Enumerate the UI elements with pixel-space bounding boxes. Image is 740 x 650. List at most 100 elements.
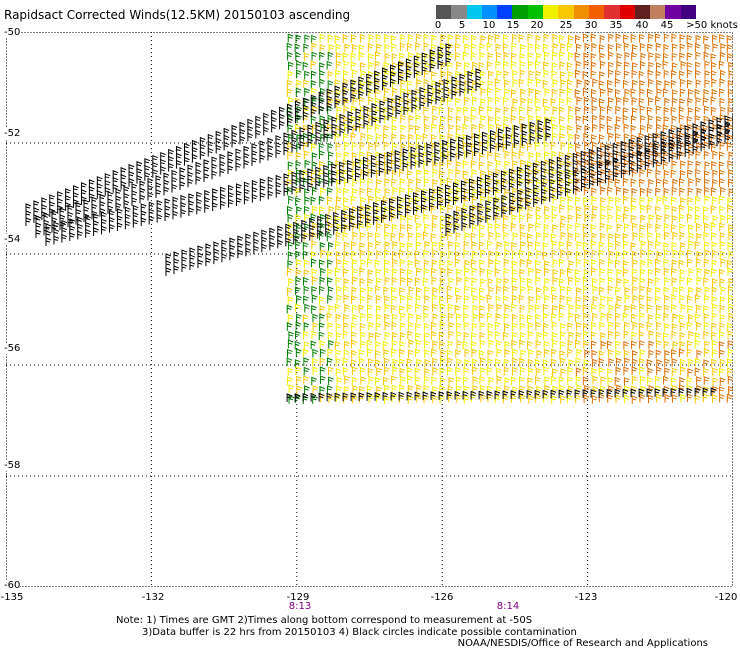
wind-barb: [439, 223, 446, 233]
wind-barb: [606, 224, 613, 233]
wind-barb: [368, 358, 374, 367]
wind-barb: [363, 112, 370, 122]
wind-barb: [606, 388, 613, 398]
wind-barb: [549, 178, 555, 188]
wind-barb: [139, 187, 146, 197]
wind-barb: [319, 62, 325, 71]
wind-barb: [583, 312, 589, 322]
wind-barb: [342, 169, 349, 178]
wind-barb: [551, 332, 558, 341]
wind-barb: [573, 185, 579, 194]
wind-barb: [367, 231, 374, 241]
wind-barb: [432, 188, 439, 197]
wind-barb: [556, 156, 563, 166]
wind-barb: [711, 160, 717, 170]
wind-barb: [415, 159, 421, 169]
wind-barb: [679, 223, 685, 233]
wind-barb: [374, 123, 381, 133]
wind-barb: [679, 187, 685, 197]
wind-barb: [559, 350, 566, 359]
wind-barb: [671, 97, 678, 107]
wind-barb: [566, 62, 573, 71]
wind-barb: [479, 259, 485, 269]
wind-barb: [445, 184, 451, 193]
wind-barb: [574, 232, 581, 241]
wind-barb: [567, 376, 573, 385]
wind-barb: [513, 138, 520, 148]
wind-barb: [566, 296, 573, 305]
wind-barb: [631, 350, 638, 359]
wind-barb: [261, 243, 268, 253]
wind-barb: [672, 89, 678, 98]
wind-barb: [687, 196, 693, 206]
wind-barb: [608, 97, 614, 106]
wind-barb: [101, 218, 107, 228]
wind-barb: [391, 116, 398, 125]
wind-barb: [176, 145, 182, 155]
wind-barb: [187, 164, 194, 174]
wind-barb: [551, 61, 558, 71]
wind-barb: [439, 124, 445, 134]
wind-barb: [427, 91, 434, 101]
wind-barb: [708, 133, 715, 142]
wind-barb: [387, 97, 394, 107]
wind-barb: [687, 305, 693, 314]
wind-barb: [390, 64, 396, 74]
wind-barb: [535, 105, 542, 115]
wind-barb: [550, 358, 557, 368]
wind-barb: [518, 376, 525, 385]
wind-barb: [568, 133, 575, 143]
wind-barb: [335, 240, 341, 250]
wind-barb: [358, 222, 365, 232]
wind-barb: [510, 114, 517, 124]
wind-barb: [286, 304, 293, 314]
wind-barb: [719, 367, 725, 377]
wind-barb: [447, 357, 453, 367]
wind-barb: [383, 125, 390, 134]
wind-barb: [516, 180, 523, 190]
wind-barb: [326, 88, 333, 98]
wind-barb: [431, 34, 438, 44]
wind-barb: [331, 177, 337, 186]
wind-barb: [590, 223, 597, 233]
wind-barb: [439, 340, 445, 350]
wind-barb: [357, 205, 363, 215]
wind-barb: [692, 145, 699, 155]
wind-barb: [671, 151, 678, 161]
wind-barb: [551, 321, 558, 331]
wind-barb: [191, 153, 198, 163]
wind-barb: [421, 52, 428, 62]
wind-barb: [318, 91, 325, 101]
wind-barb: [727, 285, 733, 295]
wind-barb: [445, 191, 451, 200]
wind-barb: [389, 198, 395, 207]
wind-barb: [519, 339, 525, 349]
wind-barb: [366, 80, 372, 90]
wind-barb: [671, 357, 678, 367]
wind-barb: [591, 134, 597, 143]
wind-barb: [311, 330, 318, 340]
wind-barb: [336, 294, 343, 304]
wind-barb: [147, 177, 154, 187]
wind-barb: [680, 78, 686, 88]
wind-barb: [341, 209, 347, 219]
wind-barb: [676, 127, 683, 136]
wind-barb: [615, 33, 622, 43]
wind-barb: [664, 277, 670, 286]
wind-barb: [664, 367, 670, 377]
wind-barb: [447, 43, 454, 52]
wind-barb: [639, 42, 646, 52]
wind-barb: [711, 358, 717, 368]
wind-barb: [574, 269, 581, 278]
wind-barb: [49, 201, 55, 210]
wind-barb: [342, 52, 349, 61]
wind-barb: [583, 322, 589, 332]
wind-barb: [496, 70, 503, 80]
wind-barb: [358, 392, 365, 401]
wind-barb: [343, 132, 349, 142]
wind-barb: [195, 175, 202, 185]
wind-barb: [719, 33, 725, 43]
wind-barb: [355, 122, 362, 132]
wind-barb: [439, 321, 446, 331]
wind-barb: [375, 341, 381, 350]
